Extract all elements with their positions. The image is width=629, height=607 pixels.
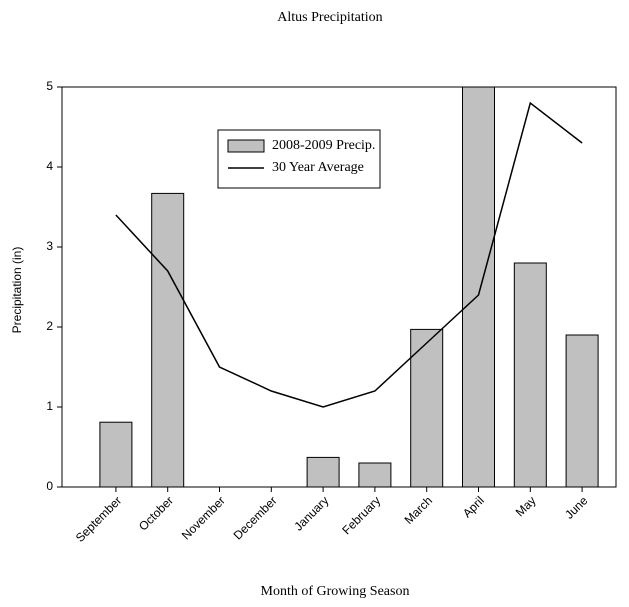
x-tick-label: March — [402, 493, 435, 526]
legend-label: 2008-2009 Precip. — [272, 138, 375, 153]
bar — [462, 86, 495, 488]
x-tick-label: November — [179, 493, 228, 542]
x-tick-label: September — [73, 493, 124, 544]
bar — [513, 262, 547, 488]
legend-label: 30 Year Average — [272, 160, 364, 175]
y-tick-label: 2 — [46, 319, 53, 333]
y-tick-label: 4 — [46, 159, 53, 173]
x-tick-label: April — [460, 493, 487, 520]
y-tick-label: 0 — [46, 479, 53, 493]
x-tick-label: January — [291, 493, 331, 533]
legend-swatch — [227, 139, 265, 153]
y-axis-label: Precipitation (in) — [10, 247, 24, 334]
bar — [410, 328, 444, 488]
x-tick-label: February — [339, 493, 383, 537]
x-tick-label: May — [513, 493, 539, 519]
bar — [306, 456, 340, 488]
chart-title: Altus Precipitation — [277, 10, 382, 25]
bar — [358, 462, 392, 488]
bar — [565, 334, 599, 488]
bar — [99, 421, 133, 488]
y-tick-label: 1 — [46, 399, 53, 413]
x-axis-label: Month of Growing Season — [261, 584, 410, 599]
y-tick-label: 3 — [46, 239, 53, 253]
bar — [151, 192, 185, 488]
x-tick-label: June — [562, 493, 591, 522]
line — [115, 101, 583, 408]
y-tick-label: 5 — [46, 79, 53, 93]
x-tick-label: October — [136, 493, 176, 533]
x-tick-label: December — [231, 493, 280, 542]
